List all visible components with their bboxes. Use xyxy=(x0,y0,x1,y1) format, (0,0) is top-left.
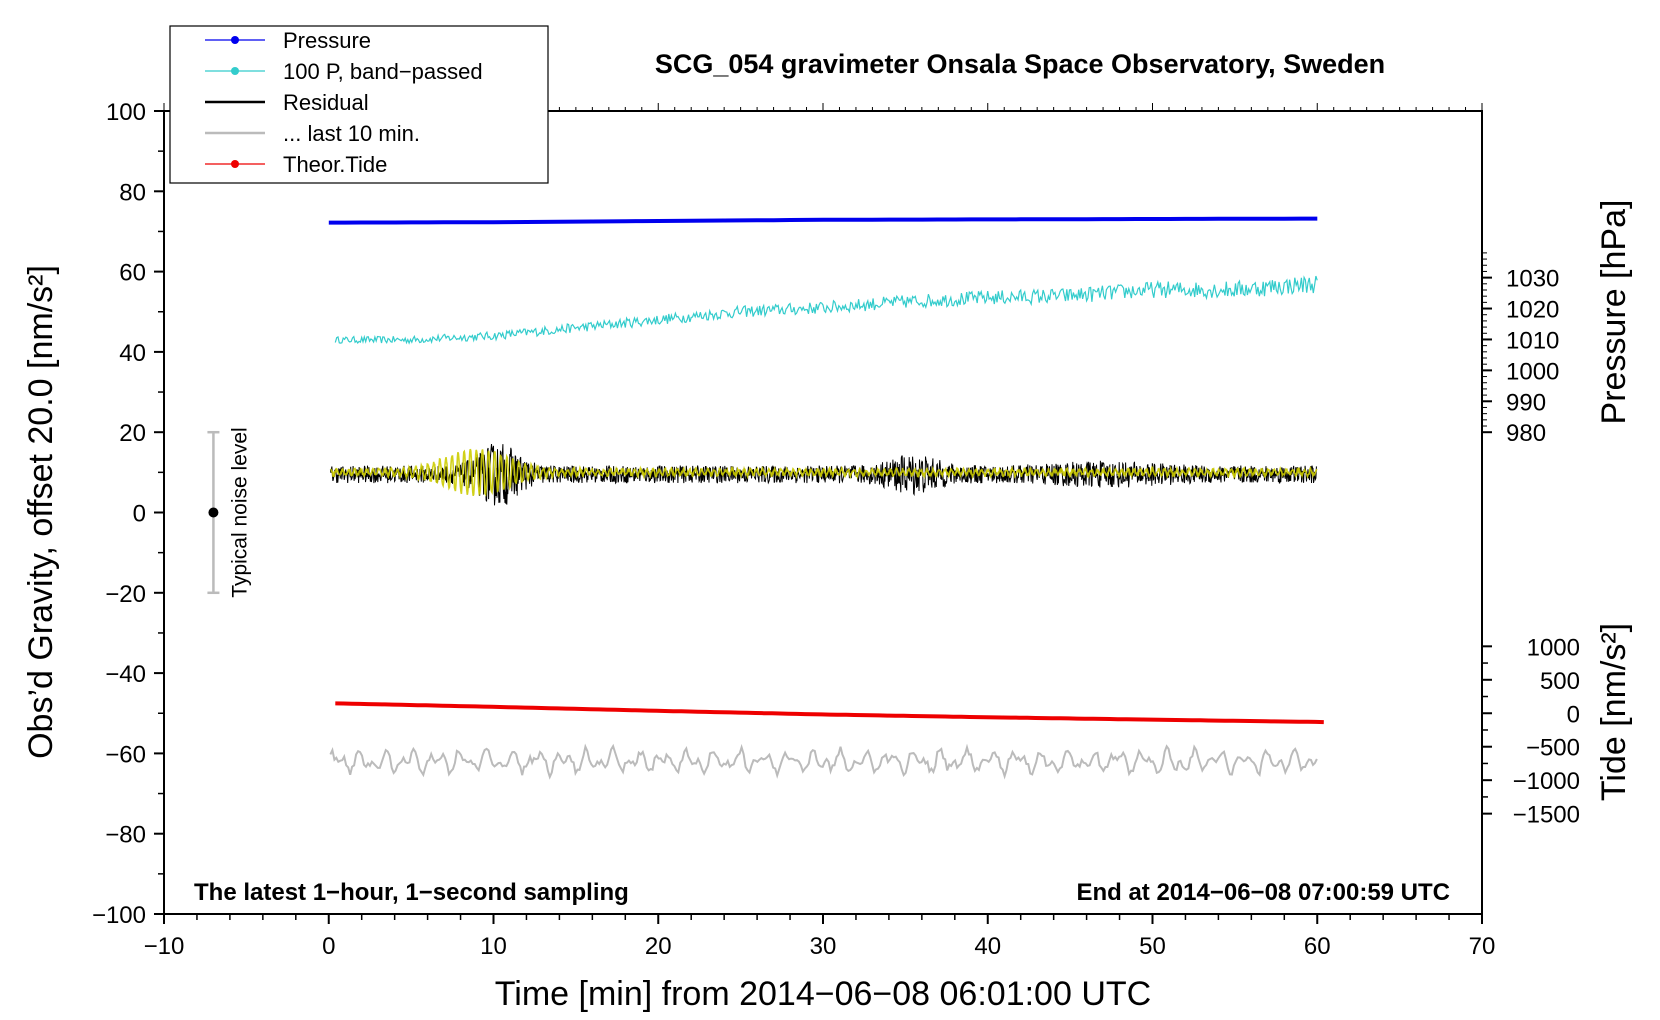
legend: Pressure 100 P, band−passed Residual ... la… xyxy=(169,25,549,184)
pressure-axis-label: Pressure [hPa] xyxy=(1595,200,1633,425)
series-band-passed-residual xyxy=(330,448,1318,497)
y-tick-label: −20 xyxy=(105,581,146,608)
y-tick-label: 20 xyxy=(119,420,146,447)
tide-tick-label: 500 xyxy=(1540,668,1580,695)
y-tick-label: 100 xyxy=(106,99,146,126)
tide-tick-label: −500 xyxy=(1526,735,1580,762)
legend-label: Pressure xyxy=(283,28,371,53)
x-tick-label: 40 xyxy=(974,933,1001,960)
noise-label: Typical noise level xyxy=(228,427,251,597)
y-tick-label: 0 xyxy=(133,501,146,528)
series-band-passed-pressure xyxy=(334,275,1318,345)
x-tick-label: 20 xyxy=(645,933,672,960)
noise-level-indicator: Typical noise level xyxy=(207,427,251,598)
x-tick-label: 0 xyxy=(322,933,335,960)
y-tick-label: −100 xyxy=(92,902,146,929)
pressure-tick-label: 990 xyxy=(1506,389,1546,416)
y-tick-label: −60 xyxy=(105,741,146,768)
tide-tick-label: 0 xyxy=(1567,701,1580,728)
tide-axis-label: Tide [nm/s²] xyxy=(1595,623,1633,801)
series-pressure xyxy=(328,216,1318,225)
x-axis-label: Time [min] from 2014−06−08 06:01:00 UTC xyxy=(495,975,1151,1013)
sampling-note: The latest 1−hour, 1−second sampling xyxy=(194,879,629,906)
chart-title: SCG_054 gravimeter Onsala Space Observat… xyxy=(655,49,1385,79)
pressure-tick-label: 1000 xyxy=(1506,358,1559,385)
tide-tick-label: −1000 xyxy=(1513,768,1580,795)
legend-marker xyxy=(231,67,239,75)
legend-label: Theor.Tide xyxy=(283,152,387,177)
x-tick-label: 60 xyxy=(1304,933,1331,960)
y-axis-label: Obs’d Gravity, offset 20.0 [nm/s²] xyxy=(22,265,60,759)
series-layer xyxy=(328,216,1324,780)
pressure-tick-label: 1020 xyxy=(1506,297,1559,324)
x-tick-label: 10 xyxy=(480,933,507,960)
legend-label: ... last 10 min. xyxy=(283,121,420,146)
pressure-tick-label: 980 xyxy=(1506,420,1546,447)
series-last-10-min xyxy=(329,743,1318,780)
axes-layer: −10 0 10 20 30 40 50 60 70−100−80−60−40−20020406… xyxy=(92,99,1580,960)
x-tick-label: −10 xyxy=(144,933,185,960)
x-tick-label: 30 xyxy=(810,933,837,960)
y-tick-label: −80 xyxy=(105,822,146,849)
y-tick-label: −40 xyxy=(105,661,146,688)
pressure-tick-label: 1010 xyxy=(1506,327,1559,354)
legend-label: Residual xyxy=(283,90,369,115)
legend-items: Pressure 100 P, band−passed Residual ... la… xyxy=(205,28,483,177)
end-time-note: End at 2014−06−08 07:00:59 UTC xyxy=(1076,879,1450,906)
legend-marker xyxy=(231,36,239,44)
pressure-tick-label: 1030 xyxy=(1506,266,1559,293)
y-tick-label: 80 xyxy=(119,179,146,206)
tide-tick-label: 1000 xyxy=(1527,634,1580,661)
y-tick-label: 40 xyxy=(119,340,146,367)
legend-label: 100 P, band−passed xyxy=(283,59,483,84)
tide-tick-label: −1500 xyxy=(1513,802,1580,829)
noise-center-dot xyxy=(208,507,219,518)
legend-box xyxy=(169,25,549,184)
x-tick-label: 50 xyxy=(1139,933,1166,960)
x-tick-label: 70 xyxy=(1469,933,1496,960)
series-theoretical-tide xyxy=(335,701,1324,725)
y-tick-label: 60 xyxy=(119,260,146,287)
legend-marker xyxy=(231,160,239,168)
